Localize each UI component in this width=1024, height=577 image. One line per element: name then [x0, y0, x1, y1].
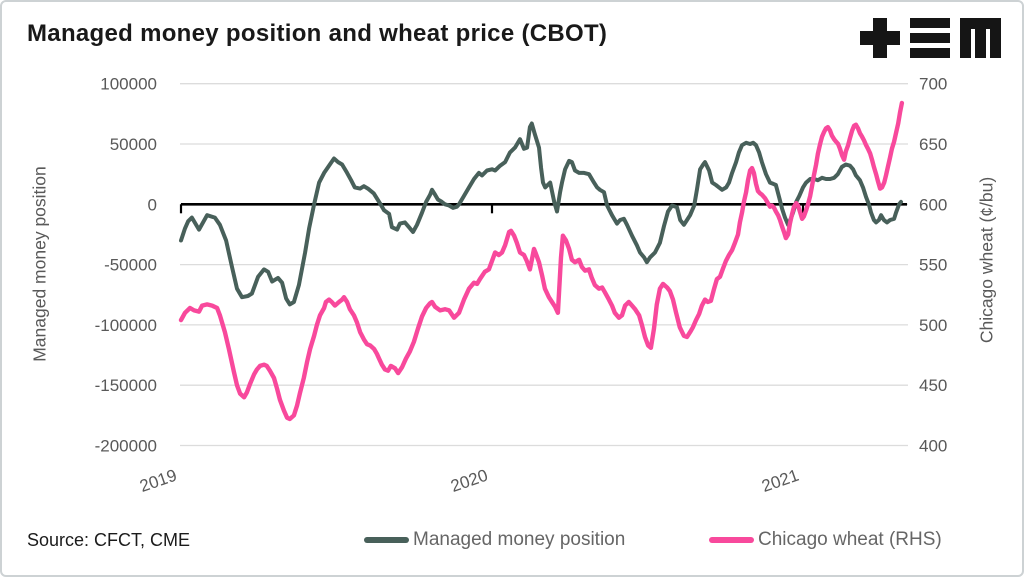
right-axis-tick-label: 700	[919, 75, 947, 94]
right-axis-tick-label: 450	[919, 376, 947, 395]
left-axis-title: Managed money position	[29, 166, 50, 362]
left-axis-tick-label: -150000	[95, 376, 157, 395]
left-axis-tick-label: 0	[148, 195, 157, 214]
legend-swatch-chicago-wheat	[709, 537, 754, 543]
x-axis-year-ticks	[179, 204, 805, 214]
tem-logo	[860, 18, 1001, 58]
right-axis-tick-label: 600	[919, 195, 947, 214]
legend-label-managed-money: Managed money position	[413, 529, 626, 550]
x-axis-year-label: 2021	[759, 466, 801, 496]
right-axis-tick-label: 650	[919, 135, 947, 154]
source-note: Source: CFCT, CME	[27, 530, 191, 550]
gridlines	[180, 83, 908, 447]
x-axis-year-labels: 2019 2020 2021	[137, 466, 801, 496]
legend-item-chicago-wheat: Chicago wheat (RHS)	[709, 529, 942, 551]
logo-plus-icon	[860, 18, 900, 58]
x-axis-year-label: 2019	[137, 466, 179, 496]
x-axis-year-label: 2020	[448, 466, 490, 496]
right-axis-tick-label: 550	[919, 256, 947, 275]
legend: Managed money position Chicago wheat (RH…	[2, 529, 1022, 551]
left-axis-tick-labels: 100000 50000 0 -50000 -100000 -150000 -200000	[95, 75, 157, 456]
legend-label-chicago-wheat: Chicago wheat (RHS)	[758, 529, 942, 550]
logo-m-icon	[960, 18, 1001, 58]
left-axis-tick-label: -50000	[104, 256, 157, 275]
left-axis-tick-label: 100000	[100, 75, 157, 94]
right-axis-tick-labels: 700 650 600 550 500 450 400	[919, 75, 947, 456]
right-axis-title: Chicago wheat (¢/bu)	[976, 176, 997, 344]
chart-title: Managed money position and wheat price (…	[27, 20, 608, 47]
managed-money-series-line	[179, 121, 903, 307]
left-axis-tick-label: -100000	[95, 316, 157, 335]
left-axis-tick-label: 50000	[110, 135, 157, 154]
logo-bars-icon	[910, 18, 950, 58]
legend-item-managed-money: Managed money position	[364, 529, 625, 551]
legend-swatch-managed-money	[364, 537, 409, 543]
right-axis-tick-label: 400	[919, 437, 947, 456]
left-axis-tick-label: -200000	[95, 437, 157, 456]
tem-logo-svg	[860, 18, 1001, 58]
chicago-wheat-series-line	[178, 100, 905, 422]
right-axis-tick-label: 500	[919, 316, 947, 335]
